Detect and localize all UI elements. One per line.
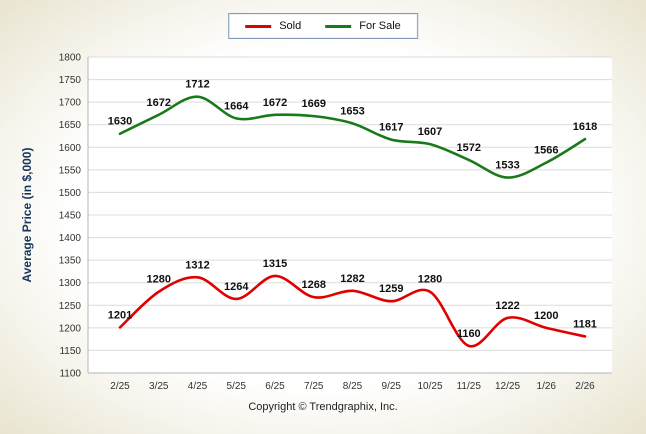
point-label-for-sale: 1630 bbox=[108, 116, 132, 128]
y-tick-label: 1700 bbox=[59, 98, 82, 109]
point-label-sold: 1312 bbox=[185, 259, 209, 271]
price-line-chart: 1100 1150 1200 1250 1300 1350 1400 1450 1500 1550… bbox=[20, 53, 612, 392]
y-tick-label: 1600 bbox=[59, 143, 82, 154]
point-label-sold: 1160 bbox=[457, 328, 481, 340]
legend-item-for-sale: For Sale bbox=[325, 20, 401, 32]
x-tick-label: 2/25 bbox=[110, 381, 130, 392]
y-tick-label: 1100 bbox=[59, 369, 81, 380]
series-line-for-sale bbox=[118, 95, 587, 179]
point-label-for-sale: 1653 bbox=[340, 105, 364, 117]
point-label-for-sale: 1566 bbox=[534, 145, 558, 157]
legend-label-for-sale: For Sale bbox=[359, 20, 401, 32]
chart-legend: Sold For Sale bbox=[228, 13, 418, 39]
point-label-sold: 1264 bbox=[224, 281, 249, 293]
y-tick-label: 1350 bbox=[59, 256, 82, 267]
point-label-sold: 1181 bbox=[573, 318, 597, 330]
x-tick-label: 4/25 bbox=[188, 381, 208, 392]
y-tick-label: 1150 bbox=[59, 346, 81, 357]
point-label-for-sale: 1533 bbox=[495, 160, 519, 172]
y-tick-label: 1450 bbox=[59, 211, 82, 222]
y-tick-label: 1400 bbox=[59, 233, 82, 244]
y-tick-label: 1550 bbox=[59, 165, 82, 176]
x-tick-label: 5/25 bbox=[227, 381, 247, 392]
point-label-layer: 1201 1280 1312 1264 1315 1268 1282 1259 1280 1160… bbox=[108, 79, 597, 340]
legend-item-sold: Sold bbox=[245, 20, 301, 32]
x-tick-label: 7/25 bbox=[304, 381, 324, 392]
point-label-for-sale: 1572 bbox=[457, 142, 481, 154]
point-label-for-sale: 1672 bbox=[263, 97, 287, 109]
point-label-for-sale: 1618 bbox=[573, 121, 597, 133]
point-label-sold: 1259 bbox=[379, 283, 403, 295]
y-tick-label: 1300 bbox=[59, 278, 82, 289]
point-label-sold: 1200 bbox=[534, 310, 558, 322]
point-label-for-sale: 1664 bbox=[224, 100, 249, 112]
x-tick-label: 2/26 bbox=[575, 381, 595, 392]
series-line-sold bbox=[118, 274, 587, 348]
point-label-for-sale: 1672 bbox=[147, 97, 171, 109]
y-axis-title: Average Price (in $,000) bbox=[20, 148, 34, 283]
point-label-sold: 1201 bbox=[108, 309, 132, 321]
copyright-text: Copyright © Trendgraphix, Inc. bbox=[248, 401, 398, 413]
legend-line-swatch-for-sale bbox=[325, 24, 352, 28]
point-label-for-sale: 1607 bbox=[418, 126, 442, 138]
y-tick-label: 1250 bbox=[59, 301, 82, 312]
x-tick-label: 12/25 bbox=[495, 381, 520, 392]
x-tick-label: 8/25 bbox=[343, 381, 363, 392]
y-tick-label: 1650 bbox=[59, 120, 82, 131]
y-tick-label: 1500 bbox=[59, 188, 82, 199]
x-tick-label: 6/25 bbox=[265, 381, 285, 392]
point-label-for-sale: 1669 bbox=[302, 98, 326, 110]
point-label-sold: 1280 bbox=[147, 274, 171, 286]
legend-line-swatch-sold bbox=[245, 24, 272, 28]
y-tick-label: 1750 bbox=[59, 75, 82, 86]
x-tick-label: 1/26 bbox=[537, 381, 557, 392]
point-label-for-sale: 1712 bbox=[185, 79, 209, 91]
point-label-sold: 1282 bbox=[340, 273, 364, 285]
x-tick-label: 9/25 bbox=[382, 381, 402, 392]
x-tick-label: 10/25 bbox=[417, 381, 442, 392]
y-tick-label: 1800 bbox=[59, 53, 82, 64]
point-label-sold: 1268 bbox=[302, 279, 326, 291]
series-layer bbox=[118, 95, 587, 348]
point-label-sold: 1222 bbox=[495, 300, 519, 312]
point-label-for-sale: 1617 bbox=[379, 122, 403, 134]
point-label-sold: 1280 bbox=[418, 274, 442, 286]
y-tick-label: 1200 bbox=[59, 323, 82, 334]
legend-label-sold: Sold bbox=[279, 20, 302, 32]
x-tick-label: 11/25 bbox=[457, 381, 482, 392]
point-label-sold: 1315 bbox=[263, 258, 287, 270]
grid-layer: 1100 1150 1200 1250 1300 1350 1400 1450 1500 1550… bbox=[59, 53, 612, 392]
x-tick-label: 3/25 bbox=[149, 381, 169, 392]
